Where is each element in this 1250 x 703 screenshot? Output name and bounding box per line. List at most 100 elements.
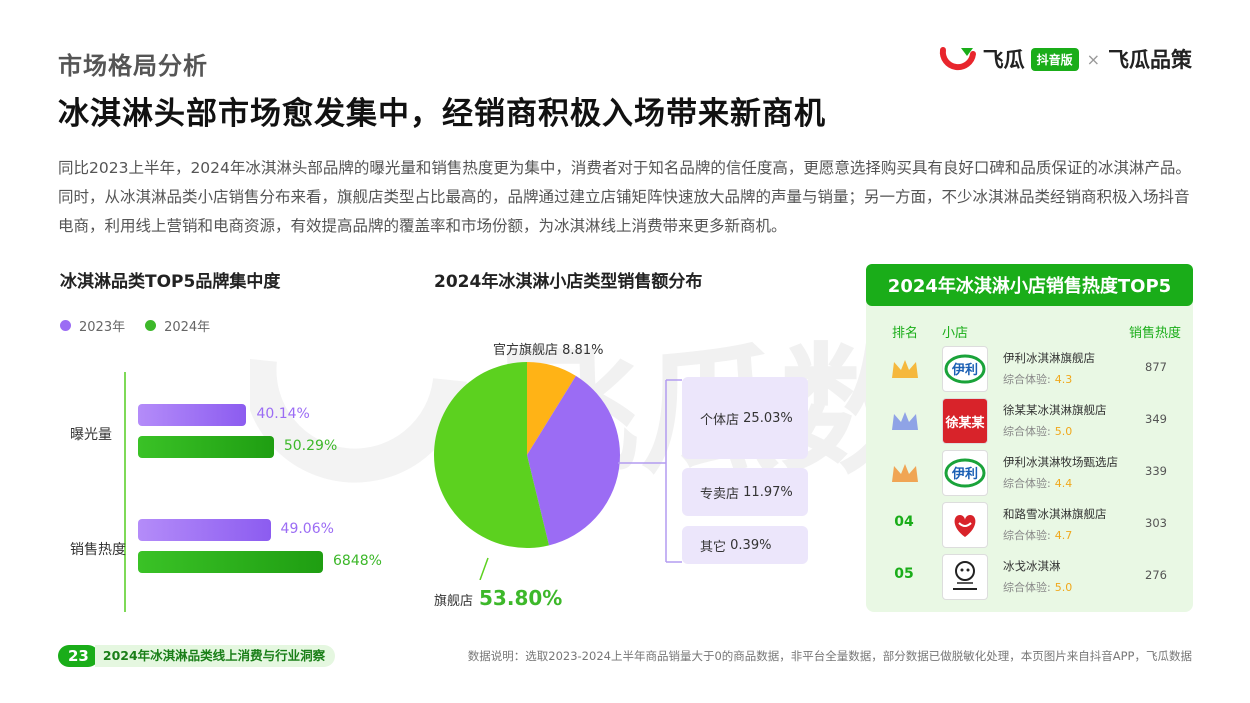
bar-value-label: 40.14%: [256, 406, 310, 422]
brand-badge: 抖音版: [1030, 47, 1079, 71]
bar-2024-exposure: [138, 436, 274, 458]
box-individual-name: 个体店: [700, 412, 740, 428]
bar-2024-heat: [138, 551, 323, 573]
box-individual-value: 25.03%: [743, 410, 793, 426]
ranking-row: 伊利 伊利冰淇淋旗舰店 综合体验: 4.3 877: [866, 344, 1193, 394]
page-number: 23: [58, 645, 99, 667]
legend-label-2023: 2023年: [79, 320, 126, 335]
box-specialty-value: 11.97%: [743, 484, 793, 500]
store-name: 冰戈冰淇淋: [1003, 559, 1061, 573]
store-name: 和路雪冰淇淋旗舰店: [1003, 507, 1107, 521]
rank-number: 04: [894, 514, 914, 530]
pie-slice-other-types: [527, 375, 620, 546]
legend-label-2024: 2024年: [164, 320, 211, 335]
store-experience: 综合体验: 5.0: [1003, 579, 1072, 595]
bar-value-label: 50.29%: [283, 438, 338, 454]
col-store: 小店: [942, 326, 969, 341]
brand-name-pince: 飞瓜品策: [1108, 48, 1192, 72]
store-heat: 276: [1145, 568, 1167, 582]
store-score: 4.4: [1054, 477, 1073, 490]
brand-logo-group: 飞瓜 抖音版 × 飞瓜品策: [939, 44, 1192, 74]
store-score: 4.7: [1054, 529, 1073, 542]
brand-name-feigua: 飞瓜: [982, 48, 1025, 72]
store-heat: 303: [1145, 516, 1167, 530]
ranking-title: 2024年冰淇淋小店销售热度TOP5: [866, 264, 1193, 306]
box-specialty: 专卖店 11.97%: [682, 468, 808, 516]
pie-label-flagship-value: 53.80%: [479, 586, 563, 610]
description: 同比2023上半年，2024年冰淇淋头部品牌的曝光量和销售热度更为集中，消费者对…: [58, 159, 1191, 235]
store-experience: 综合体验: 4.7: [1003, 527, 1072, 543]
store-experience-label: 综合体验:: [1003, 581, 1051, 594]
pie-slice-official: [527, 362, 576, 455]
legend-item-2024: 2024年: [145, 316, 210, 335]
box-individual: 个体店 25.03%: [682, 377, 808, 459]
legend-dot-2023: [60, 320, 71, 331]
footer-badge: 23 2024年冰淇淋品类线上消费与行业洞察: [58, 645, 336, 667]
pie-label-official-name: 官方旗舰店: [493, 343, 559, 358]
brand-separator: ×: [1086, 49, 1100, 69]
pie-label-flagship-name: 旗舰店: [434, 594, 474, 609]
box-specialty-name: 专卖店: [700, 486, 740, 502]
store-experience: 综合体验: 5.0: [1003, 423, 1072, 439]
pie-slice-flagship: [434, 362, 549, 548]
bar-axis-line: [124, 372, 126, 612]
pie-label-official-value: 8.81%: [562, 343, 604, 358]
legend-dot-2024: [145, 320, 157, 331]
store-score: 4.3: [1054, 373, 1073, 386]
bar-value-label: 49.06%: [280, 521, 334, 537]
store-experience-label: 综合体验:: [1003, 373, 1051, 386]
yili-logo-icon: 伊利: [942, 450, 988, 496]
pie-flagship-leader: [479, 557, 489, 580]
pie-label-official: 官方旗舰店 8.81%: [493, 339, 603, 358]
store-experience: 综合体验: 4.3: [1003, 371, 1072, 387]
page-title: 冰淇淋头部市场愈发集中，经销商积极入场带来新商机: [58, 96, 826, 132]
ranking-row: 05 冰戈冰淇淋综合体验: 5.0 276: [866, 552, 1193, 602]
legend-item-2023: 2023年: [60, 316, 125, 335]
pie-chart: [434, 362, 682, 580]
wallswheart-logo-icon: [942, 502, 988, 548]
store-name: 徐某某冰淇淋旗舰店: [1003, 403, 1107, 417]
store-name: 伊利冰淇淋旗舰店: [1003, 351, 1095, 365]
bar-value-label: 6848%: [333, 553, 382, 569]
bar-category-heat: 销售热度: [70, 542, 126, 558]
ranking-row: 04 和路雪冰淇淋旗舰店 综合体验: 4.7 303: [866, 500, 1193, 550]
yili-logo-icon: 伊利: [942, 346, 988, 392]
section-title: 市场格局分析: [58, 52, 208, 80]
rank-number: 05: [894, 566, 914, 582]
store-experience-label: 综合体验:: [1003, 477, 1051, 490]
col-heat: 销售热度: [1129, 326, 1182, 341]
xumoumou-logo-icon: 徐某某: [942, 398, 988, 444]
bar-legend: 2023年 2024年: [60, 316, 210, 335]
crown-icon: [892, 412, 918, 430]
store-experience-label: 综合体验:: [1003, 425, 1051, 438]
store-experience: 综合体验: 4.4: [1003, 475, 1072, 491]
store-heat: 877: [1145, 360, 1167, 374]
store-name: 伊利冰淇淋牧场甄选店: [1003, 455, 1118, 469]
bar-chart-title: 冰淇淋品类TOP5品牌集中度: [60, 272, 281, 292]
crown-icon: [892, 360, 918, 378]
report-name: 2024年冰淇淋品类线上消费与行业洞察: [94, 645, 336, 667]
box-other: 其它 0.39%: [682, 526, 808, 564]
store-experience-label: 综合体验:: [1003, 529, 1051, 542]
box-other-name: 其它: [700, 539, 727, 555]
col-rank: 排名: [892, 326, 919, 341]
svg-text:伊利: 伊利: [951, 362, 978, 378]
ranking-row: 伊利 伊利冰淇淋牧场甄选店 综合体验: 4.4 339: [866, 448, 1193, 498]
pie-chart-title: 2024年冰淇淋小店类型销售额分布: [434, 272, 703, 292]
store-heat: 349: [1145, 412, 1167, 426]
bar-2023-exposure: [138, 404, 247, 426]
binge-logo-icon: [942, 554, 988, 600]
ranking-panel: 2024年冰淇淋小店销售热度TOP5 排名 小店 销售热度 伊利 伊利冰淇淋旗舰店…: [866, 264, 1193, 612]
bar-category-exposure: 曝光量: [70, 427, 112, 443]
store-heat: 339: [1145, 464, 1167, 478]
store-score: 5.0: [1054, 425, 1073, 438]
svg-text:伊利: 伊利: [951, 466, 978, 482]
ranking-row: 徐某某 徐某某冰淇淋旗舰店 综合体验: 5.0 349: [866, 396, 1193, 446]
data-footnote: 数据说明：选取2023-2024上半年商品销量大于0的商品数据，非平台全量数据，…: [467, 649, 1192, 663]
box-other-value: 0.39%: [730, 537, 772, 553]
crown-icon: [892, 464, 918, 482]
store-score: 5.0: [1054, 581, 1073, 594]
pie-label-flagship: 旗舰店 53.80%: [434, 586, 562, 610]
feigua-logo-icon: [939, 47, 976, 71]
bar-2023-heat: [138, 519, 271, 541]
